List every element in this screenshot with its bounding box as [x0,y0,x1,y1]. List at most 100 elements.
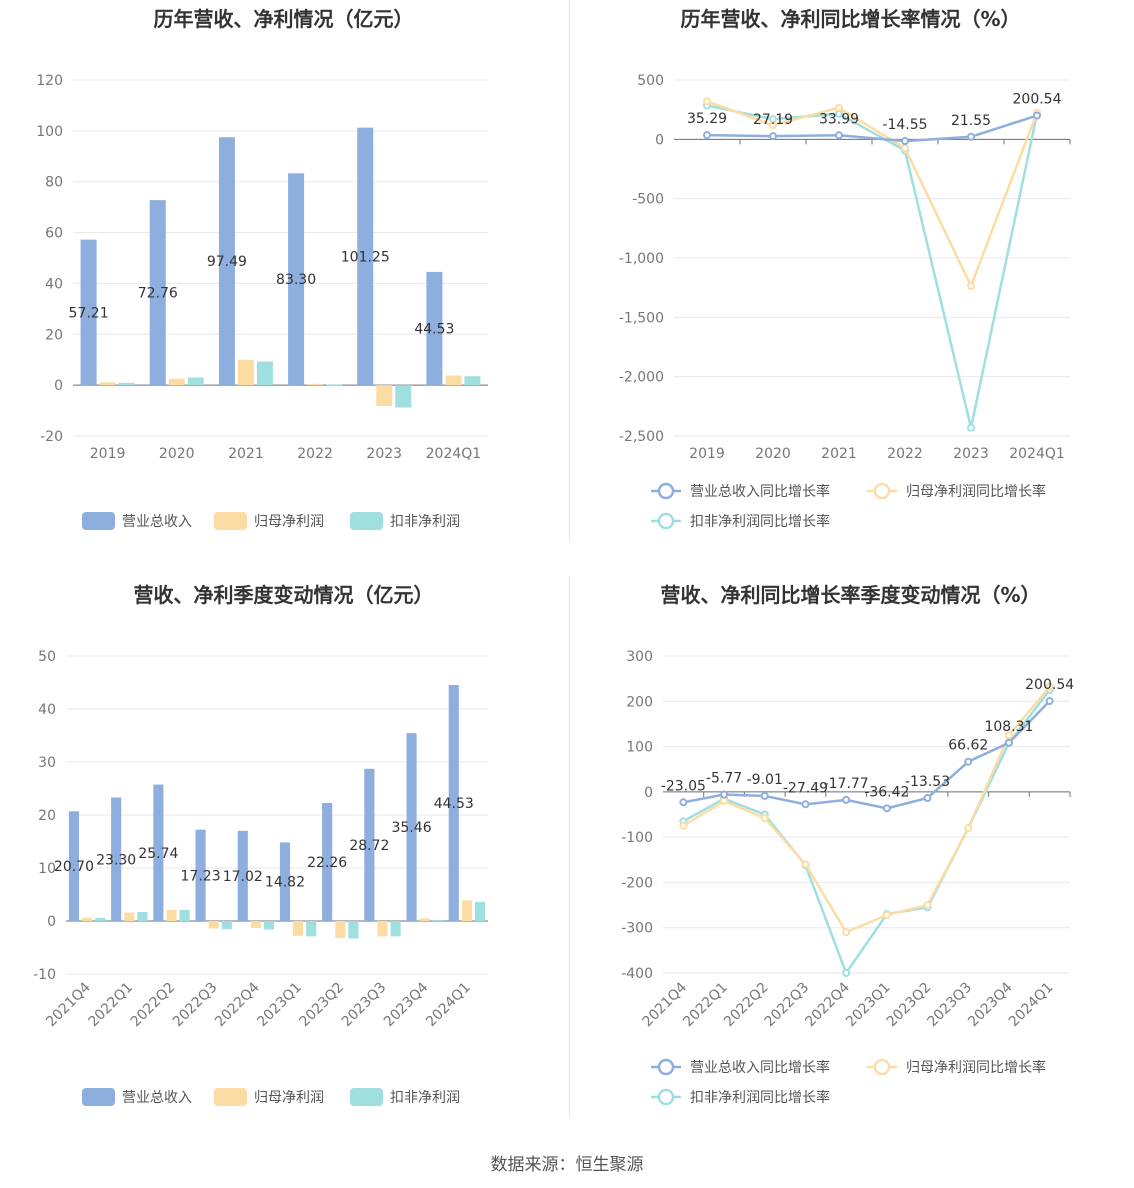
annual-revenue-profit-chart: 历年营收、净利情况（亿元） -20 0 20 40 60 80 100 120 2019 2020 2… [36,7,488,530]
bar-data-label: 72.76 [138,286,178,302]
line-data-label: 21.55 [951,113,991,129]
line-point [760,814,769,823]
bar [448,684,459,921]
line-point [1045,697,1054,706]
y-tick-label: 50 [38,649,56,665]
bar [111,797,122,921]
bar-data-label: 14.82 [265,875,305,891]
x-tick-label: 2021 [821,446,857,462]
y-tick-label: 30 [38,755,56,771]
chart-title: 历年营收、净利同比增长率情况（%） [680,7,1020,31]
x-tick-label: 2023Q1 [843,980,894,1031]
bar-data-label: 17.23 [181,868,221,884]
bar [187,377,204,386]
bar [82,917,93,921]
line-point [901,137,909,146]
x-tick-label: 2022Q1 [86,980,137,1031]
x-tick-label: 2023Q2 [297,980,348,1031]
y-tick-label: 120 [36,73,63,89]
series-line [706,114,1038,143]
bar [364,768,375,921]
bar-data-label: 44.53 [414,322,454,338]
legend-swatch-marker [657,512,675,530]
bar [118,382,135,386]
chart-title: 营收、净利季度变动情况（亿元） [134,583,434,607]
bar [357,127,374,386]
y-tick-label: 200 [626,694,653,710]
bar [293,921,304,936]
x-tick-label: 2021Q4 [43,979,94,1030]
series-line [706,104,1039,428]
bar [426,271,443,386]
x-tick-label: 2020 [755,446,791,462]
bar [322,803,333,921]
x-tick-label: 2022Q3 [170,980,221,1031]
y-tick-label: -100 [621,830,653,846]
bar [68,811,80,921]
x-tick-label: 2022Q3 [762,980,813,1031]
divider-top [569,0,570,542]
bar-data-label: 44.53 [434,796,474,812]
line-data-label: -9.01 [747,772,783,788]
y-tick-label: 0 [47,914,56,930]
bar-data-label: 23.30 [96,852,136,868]
line-point [882,911,891,920]
line-data-label: 35.29 [687,111,727,127]
bar [149,200,166,386]
legend-label: 扣非净利润同比增长率 [690,513,830,530]
bar [263,921,275,930]
quarterly-revenue-profit-chart: 营收、净利季度变动情况（亿元）-10010203040502021Q42022Q… [33,583,488,1106]
chart-title: 营收、净利同比增长率季度变动情况（%） [660,583,1040,607]
bar-data-label: 97.49 [207,254,247,270]
legend-label: 归母净利润 [254,1089,324,1106]
legend-label: 归母净利润同比增长率 [906,1059,1046,1076]
bar [406,733,417,921]
line-data-label: 200.54 [1025,677,1074,693]
line-point [842,928,851,937]
line-point [901,144,909,153]
bar [256,361,273,386]
line-point [967,281,975,290]
y-tick-label: -500 [632,192,664,208]
x-tick-label: 2024Q1 [1009,446,1065,462]
line-point [835,103,843,112]
y-tick-label: -200 [621,875,653,891]
bar [237,830,248,921]
line-point [703,97,711,106]
bar [464,376,481,386]
series-line [682,689,1051,976]
legend-label: 归母净利润 [254,513,324,530]
bar [168,378,185,386]
bar-data-label: 22.26 [307,855,347,871]
line-point [964,824,973,833]
y-tick-label: 80 [45,175,63,191]
bar [288,173,305,386]
annual-growth-rate-chart: 历年营收、净利同比增长率情况（%） 500 0 -500 -1,000 -1,500 -2,… [619,7,1071,530]
line-point [769,132,777,141]
y-tick-label: 500 [637,73,664,89]
annual-growth-rate-panel: 历年营收、净利同比增长率情况（%） 500 0 -500 -1,000 -1,500 -2,… [567,0,1134,576]
line-point [1004,738,1013,747]
line-data-label: 33.99 [819,111,859,127]
line-data-label: 27.19 [753,112,793,128]
bar [80,239,97,386]
legend-swatch-marker [657,1088,675,1106]
legend-swatch [82,1088,115,1106]
line-data-label: -13.53 [905,774,950,790]
y-tick-label: 20 [45,327,63,343]
line-point [923,793,932,802]
line-point [720,790,729,799]
line-point [835,131,843,140]
line-point [842,969,851,977]
legend-swatch [82,512,115,530]
x-tick-label: 2023Q3 [924,980,975,1031]
bar [335,921,346,938]
y-tick-label: 40 [38,702,56,718]
y-tick-label: -300 [621,921,653,937]
bar-data-label: 17.02 [223,869,263,885]
x-tick-label: 2022 [887,446,923,462]
bar [307,383,324,386]
y-tick-label: 300 [626,649,653,665]
legend-label: 归母净利润同比增长率 [906,483,1046,500]
line-point [842,795,851,804]
